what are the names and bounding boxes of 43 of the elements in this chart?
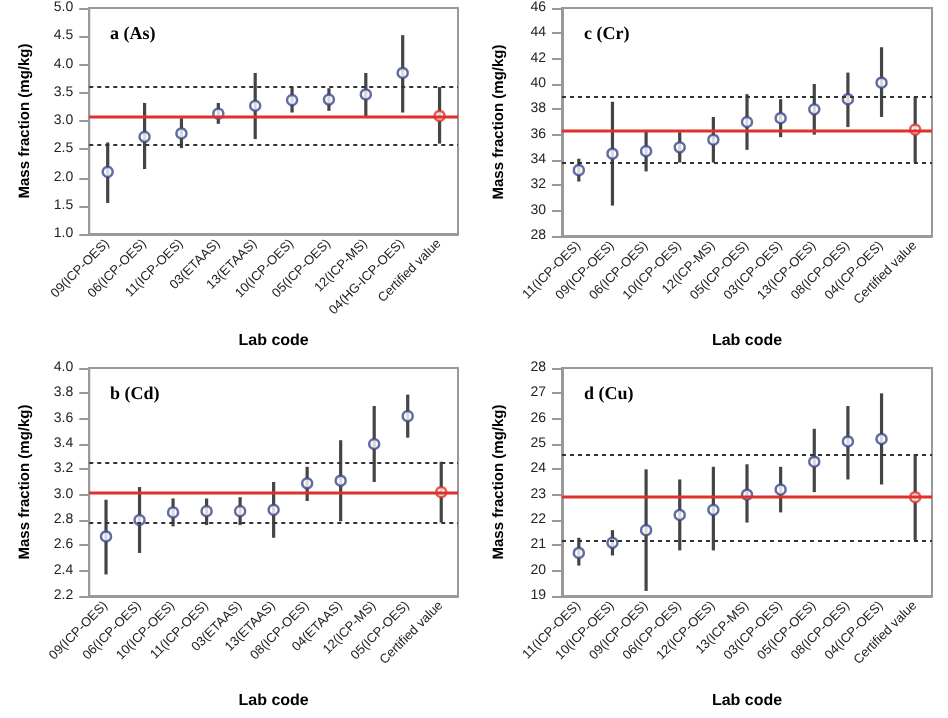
- text: b (Cd): [110, 382, 160, 402]
- point: [673, 141, 686, 154]
- point: [99, 529, 113, 542]
- point: [740, 115, 754, 129]
- point: [368, 436, 381, 450]
- point: [774, 482, 787, 495]
- point: [707, 502, 720, 516]
- point: [841, 434, 855, 447]
- point: [359, 88, 373, 101]
- point: [774, 112, 787, 125]
- point: [101, 165, 114, 179]
- x-axis-title: Lab code: [711, 690, 784, 708]
- point: [249, 99, 262, 112]
- point: [233, 503, 247, 517]
- point: [808, 103, 821, 116]
- point: [639, 144, 653, 158]
- point: [572, 163, 586, 177]
- point: [707, 133, 720, 146]
- point: [875, 431, 888, 445]
- point: [138, 130, 151, 144]
- x-axis-title: Lab code: [238, 690, 310, 708]
- point: [606, 147, 619, 160]
- point: [875, 76, 888, 89]
- point: [200, 503, 213, 517]
- text: a (As): [110, 23, 156, 43]
- x-axis-title: Lab code: [711, 331, 784, 349]
- text: d (Cu): [584, 382, 634, 402]
- point: [572, 545, 586, 559]
- point: [300, 476, 314, 489]
- point: [322, 93, 336, 106]
- x-axis-title: Lab code: [238, 331, 310, 349]
- point: [267, 502, 280, 516]
- point: [166, 505, 180, 518]
- point: [133, 512, 146, 526]
- point: [673, 507, 686, 521]
- point: [334, 473, 347, 486]
- point: [639, 522, 653, 536]
- point: [175, 127, 188, 140]
- point: [285, 93, 299, 107]
- text: c (Cr): [584, 23, 630, 43]
- point: [808, 454, 821, 467]
- point: [396, 66, 409, 80]
- point: [401, 408, 414, 422]
